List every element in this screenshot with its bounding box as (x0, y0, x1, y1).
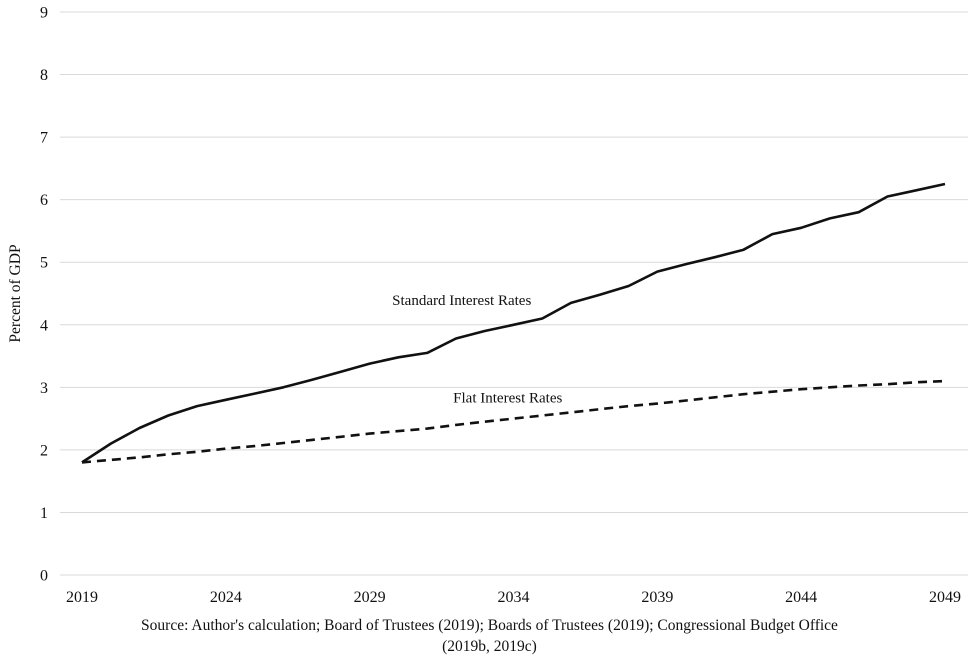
series-line-flat-interest-rates (81, 379, 946, 464)
source-note-line2: (2019b, 2019c) (442, 637, 537, 655)
y-tick-label: 1 (40, 505, 48, 522)
x-tick-label: 2029 (354, 589, 386, 606)
series-line-standard-interest-rates (81, 182, 946, 464)
y-tick-label: 4 (40, 317, 48, 334)
y-tick-label: 8 (40, 67, 48, 84)
y-tick-label: 5 (40, 255, 48, 272)
series-label-flat-interest-rates: Flat Interest Rates (453, 390, 562, 406)
y-tick-label: 9 (40, 5, 48, 22)
line-chart: 0 1 2 3 4 5 6 7 8 9 2019 2024 2029 2034 2039 2044 2049 Pe… (7, 5, 968, 606)
x-tick-label: 2024 (210, 589, 242, 606)
source-note: Source: Author's calculation; Board of T… (0, 616, 979, 658)
series-label-standard-interest-rates: Standard Interest Rates (392, 293, 531, 309)
x-tick-label: 2039 (641, 589, 673, 606)
y-tick-label: 7 (40, 130, 48, 147)
x-tick-label: 2044 (785, 589, 817, 606)
y-tick-label: 3 (40, 380, 48, 397)
y-tick-label: 6 (40, 192, 48, 209)
x-tick-label: 2034 (498, 589, 530, 606)
x-tick-label: 2019 (66, 589, 98, 606)
source-note-line1: Source: Author's calculation; Board of T… (141, 617, 838, 634)
y-tick-label: 2 (40, 442, 48, 459)
x-tick-label: 2049 (929, 589, 961, 606)
y-axis-title: Percent of GDP (7, 244, 24, 342)
y-tick-label: 0 (40, 568, 48, 585)
